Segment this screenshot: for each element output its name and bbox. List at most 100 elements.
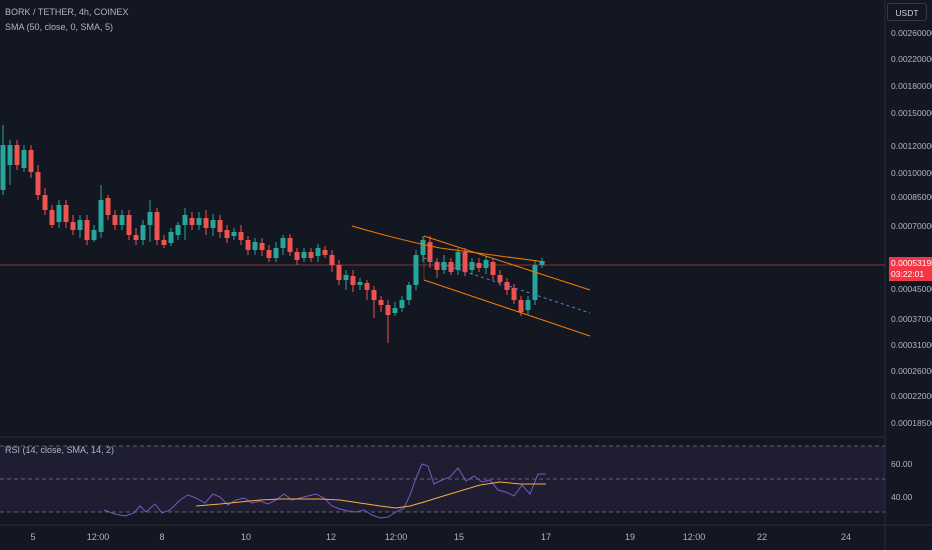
price-tick-label: 0.00070000: [891, 221, 932, 231]
candle-body: [14, 145, 20, 165]
time-tick-label: 12:00: [86, 532, 110, 542]
candle-body: [378, 300, 384, 305]
curve-line: [351, 225, 546, 263]
candle-body: [133, 235, 139, 240]
price-tick-label: 0.00026000: [891, 366, 932, 376]
candle-body: [140, 225, 146, 240]
candle-body: [252, 242, 258, 250]
candle-body: [315, 248, 321, 256]
candle-body: [224, 230, 230, 238]
candle-body: [483, 260, 489, 268]
candle-body: [238, 232, 244, 240]
price-tick-label: 0.00045000: [891, 284, 932, 294]
candle-body: [427, 242, 433, 262]
candle-body: [287, 238, 293, 252]
candle-body: [532, 265, 538, 300]
candle-body: [336, 265, 342, 280]
candle-body: [413, 255, 419, 285]
candle-body: [210, 220, 216, 228]
candle-body: [175, 225, 181, 235]
sma-indicator-label[interactable]: SMA (50, close, 0, SMA, 5): [5, 22, 114, 32]
time-tick-label: 19: [624, 532, 636, 542]
time-tick-label: 10: [240, 532, 252, 542]
channel-midline: [423, 257, 591, 314]
candle-body: [0, 145, 6, 190]
candle-body: [231, 232, 237, 236]
time-tick-label: 17: [540, 532, 552, 542]
candle-body: [420, 240, 426, 255]
rsi-level-60: 60.00: [891, 459, 913, 469]
rsi-pane: [0, 445, 885, 519]
candle-body: [399, 300, 405, 308]
candle-body: [105, 198, 111, 215]
candle-body: [406, 285, 412, 300]
price-tick-label: 0.00150000: [891, 108, 932, 118]
candle-body: [161, 240, 167, 245]
candle-body: [203, 218, 209, 228]
candle-body: [476, 263, 482, 268]
price-tick-label: 0.00180000: [891, 81, 932, 91]
candle-body: [147, 212, 153, 225]
time-tick-label: 15: [453, 532, 465, 542]
candle-body: [98, 200, 104, 232]
candle-body: [364, 283, 370, 290]
candle-body: [182, 215, 188, 225]
candle-body: [49, 210, 55, 225]
candle-body: [91, 230, 97, 240]
rsi-level-40: 40.00: [891, 492, 913, 502]
candle-body: [84, 220, 90, 240]
price-tick-label: 0.00120000: [891, 141, 932, 151]
candle-body: [28, 150, 34, 172]
candle-body: [63, 205, 69, 222]
price-tick-label: 0.00018500: [891, 418, 932, 428]
candle-body: [371, 290, 377, 300]
time-tick-label: 5: [30, 532, 36, 542]
price-tick-label: 0.00022000: [891, 391, 932, 401]
candle-body: [119, 215, 125, 225]
candle-body: [308, 252, 314, 258]
candle-body: [350, 276, 356, 285]
candle-body: [7, 145, 13, 165]
candle-body: [217, 220, 223, 232]
candle-body: [490, 262, 496, 275]
candlestick-series: [0, 125, 545, 343]
currency-button[interactable]: USDT: [887, 3, 927, 21]
candle-body: [469, 262, 475, 270]
candle-body: [322, 250, 328, 255]
rsi-ma-line: [195, 481, 546, 509]
rsi-line: [103, 463, 546, 519]
candle-body: [329, 255, 335, 265]
candle-body: [154, 212, 160, 240]
candle-body: [511, 288, 517, 300]
price-tick-label: 0.00085000: [891, 192, 932, 202]
candle-body: [504, 282, 510, 290]
candle-body: [392, 308, 398, 313]
time-tick-label: 12:00: [384, 532, 408, 542]
candle-body: [385, 305, 391, 315]
candle-body: [518, 300, 524, 312]
candle-body: [70, 222, 76, 230]
rsi-indicator-label[interactable]: RSI (14, close, SMA, 14, 2): [5, 445, 115, 455]
candle-body: [448, 262, 454, 272]
candle-body: [343, 275, 349, 280]
price-tick-label: 0.00037000: [891, 314, 932, 324]
price-tick-label: 0.00260000: [891, 28, 932, 38]
channel-lower-line: [423, 279, 591, 337]
time-tick-label: 12: [325, 532, 337, 542]
candle-body: [441, 262, 447, 270]
symbol-title[interactable]: BORK / TETHER, 4h, COINEX: [5, 7, 129, 17]
current-price-badge: 0.00053195 03:22:01: [889, 257, 932, 281]
candle-body: [77, 220, 83, 230]
candle-body: [189, 218, 195, 225]
candle-body: [434, 262, 440, 270]
candle-body: [196, 218, 202, 225]
candle-body: [497, 275, 503, 282]
time-tick-label: 8: [159, 532, 165, 542]
candle-body: [539, 262, 545, 265]
candle-body: [168, 232, 174, 243]
price-tick-label: 0.00100000: [891, 168, 932, 178]
candle-body: [259, 243, 265, 250]
candle-body: [126, 215, 132, 235]
time-tick-label: 12:00: [682, 532, 706, 542]
